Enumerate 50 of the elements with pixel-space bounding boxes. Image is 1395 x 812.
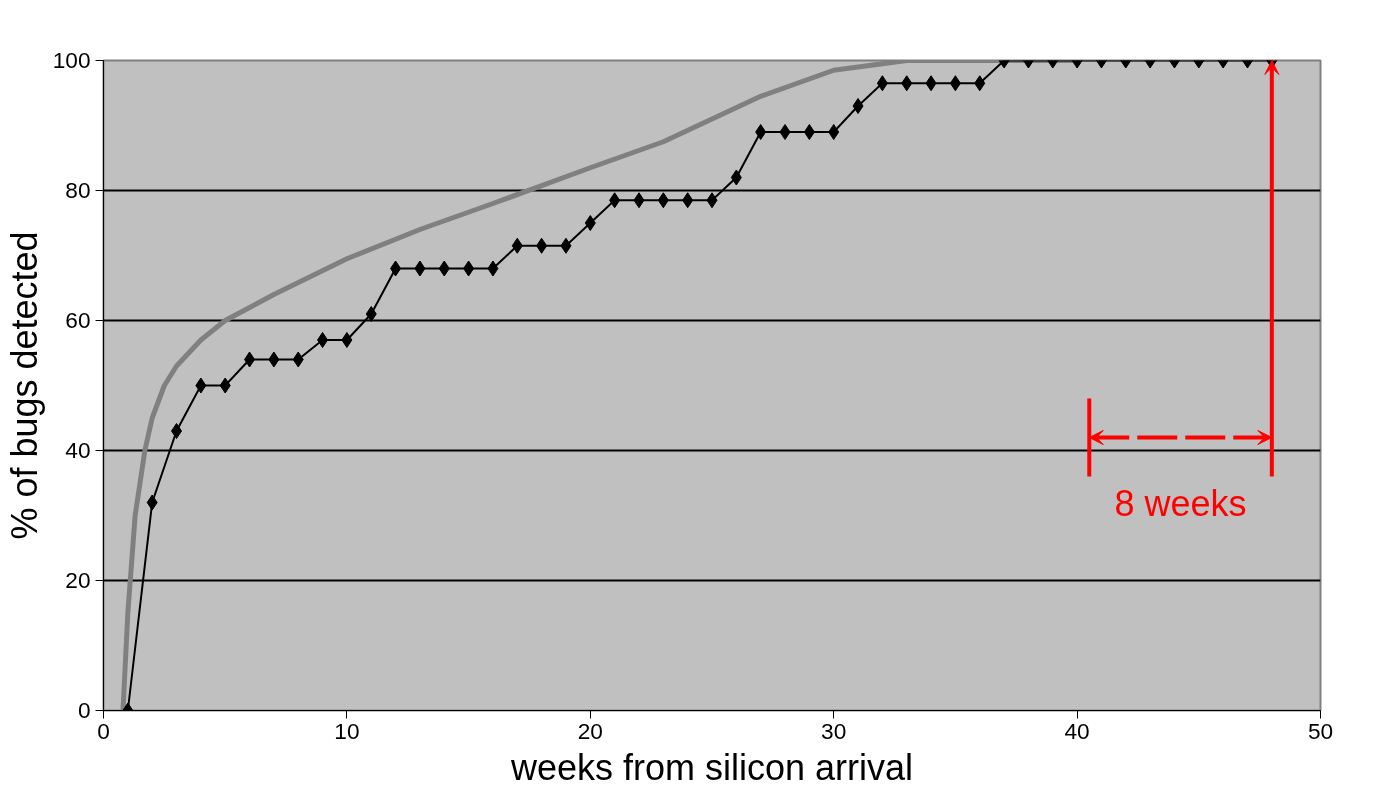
point [414,260,426,277]
y-tick-label: 40 [65,437,91,463]
point [268,351,280,368]
y-tick-label: 100 [52,47,91,73]
point [682,192,694,209]
annotation: 8 weeks [1114,483,1247,524]
point [463,260,475,277]
y-axis-title: % of bugs detected [3,231,45,540]
point [341,332,353,348]
point [244,351,256,368]
point [365,306,377,322]
point [536,237,548,254]
point [390,260,402,277]
x-tick-label: 20 [577,717,603,744]
y-tick-label: 80 [65,177,91,203]
y-tick-label: 0 [77,697,91,723]
point [974,75,986,92]
point [657,192,669,209]
point [633,192,645,209]
point [925,75,937,92]
x-tick-label: 10 [334,717,360,744]
point [438,260,450,277]
x-tick-label: 0 [97,717,110,744]
point [852,98,864,114]
point [901,75,913,92]
point [219,377,231,394]
point [755,124,767,140]
point [584,215,596,231]
x-tick-label: 40 [1064,717,1090,744]
point [171,423,183,439]
point [292,351,304,368]
point [779,124,791,140]
x-tick-label: 50 [1307,717,1334,744]
y-tick-label: 60 [65,307,91,333]
point [317,332,329,348]
point [803,124,815,140]
point [949,75,961,92]
point [828,124,840,140]
point [146,494,158,511]
x-tick-label: 30 [821,717,847,744]
point [195,377,207,394]
point [560,237,572,254]
point [730,169,742,186]
point [876,75,888,92]
y-tick-label: 20 [65,567,91,593]
x-axis-title: weeks from silicon arrival [509,746,914,788]
point [511,237,523,254]
point [706,192,718,209]
point [609,192,621,209]
point [487,260,499,277]
